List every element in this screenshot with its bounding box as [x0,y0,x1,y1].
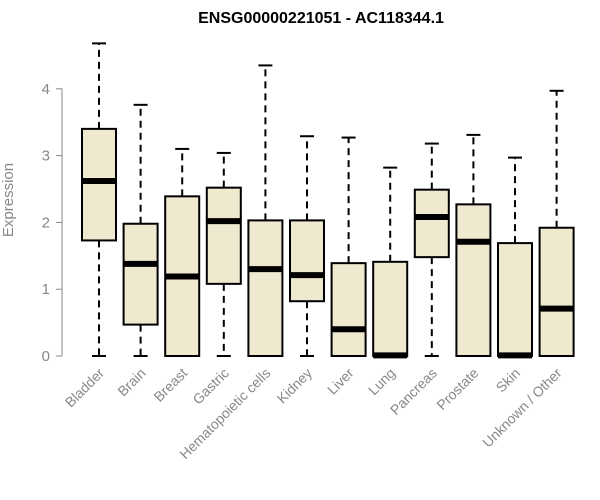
iqr-box [330,262,367,358]
x-tick-label: Liver [324,365,357,398]
x-tick-label: Prostate [433,365,481,413]
y-tick-label: 0 [42,348,50,365]
iqr-box [247,219,284,357]
x-tick-label: Unknown / Other [479,365,565,451]
iqr-box [455,203,492,357]
iqr-box [413,188,450,259]
iqr-box [497,242,533,357]
box-liver [330,136,367,358]
x-tick-label: Brain [114,365,148,399]
y-tick-label: 3 [42,148,50,165]
boxes-group [81,42,575,359]
box-kidney [289,135,325,357]
iqr-box [81,127,117,242]
y-axis-label: Expression [0,163,17,237]
iqr-box [205,186,242,285]
iqr-box [538,226,575,357]
y-tick-label: 4 [42,81,50,98]
box-skin [497,156,533,359]
box-gastric [205,151,242,357]
box-breast [164,147,201,357]
y-axis: 0 1 2 3 4 [42,81,63,365]
x-tick-label: Breast [150,365,190,405]
box-brain [122,103,159,357]
chart-title: ENSG00000221051 - AC118344.1 [198,10,444,27]
box-prostate [455,133,492,357]
box-hematopoietic-cells [247,64,284,357]
y-tick-label: 1 [42,281,50,298]
x-tick-label: Skin [493,365,524,396]
x-tick-label: Bladder [62,365,108,411]
x-tick-label: Kidney [274,365,316,407]
iqr-box [122,222,159,326]
iqr-box [372,260,409,358]
box-lung [372,166,409,359]
iqr-box [289,219,325,303]
box-bladder [81,42,117,357]
box-pancreas [413,142,450,357]
box-unknown-other [538,89,575,357]
x-tick-label: Lung [365,365,398,398]
y-tick-label: 2 [42,214,50,231]
